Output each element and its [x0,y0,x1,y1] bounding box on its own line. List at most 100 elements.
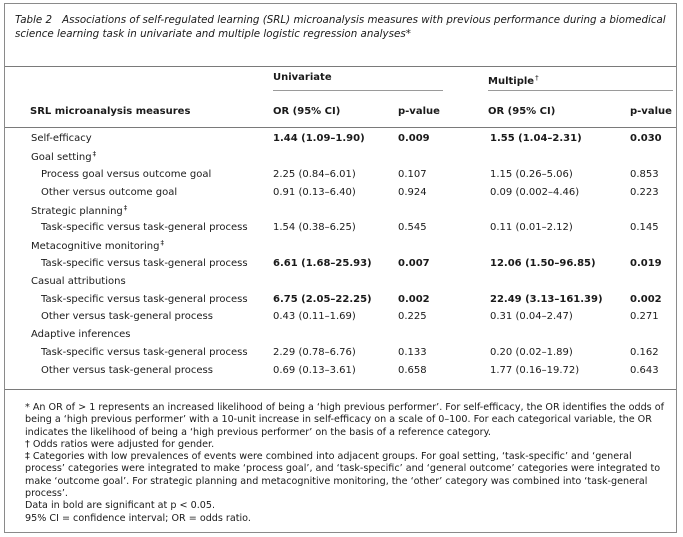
p-univariate-cell: 0.002 [398,293,430,305]
measure-label-text: Other versus outcome goal [41,186,178,198]
table-caption: Table 2 Associations of self-regulated le… [15,13,670,41]
p-multiple-cell [630,326,676,344]
table-row: Other versus outcome goal 0.91 (0.13–6.40… [5,183,676,201]
or-univariate-cell: 2.29 (0.78–6.76) [273,346,356,358]
measure-label-text: Self-efficacy [31,133,92,145]
measure-label: Metacognitive monitoring‡ [5,237,273,255]
measure-subitem-label: Other versus outcome goal [5,183,273,201]
or-univariate-cell: 6.61 (1.68–25.93) [273,257,372,269]
or-multiple-cell [490,148,630,166]
header-univariate: Univariate [273,72,332,83]
measure-label: Casual attributions [5,272,273,290]
p-multiple-cell: 0.019 [630,257,662,269]
p-multiple-cell [630,201,676,219]
footnote: ‡ Categories with low prevalences of eve… [25,451,661,500]
p-multiple-cell: 0.271 [630,311,659,323]
or-multiple-cell [490,326,630,344]
or-univariate-cell [273,148,398,166]
measure-subitem-label: Task-specific versus task-general proces… [5,344,273,362]
header-p-multiple: p-value [630,106,672,117]
p-univariate-cell: 0.225 [398,311,427,323]
table-row: Task-specific versus task-general proces… [5,255,676,273]
multiple-underline [488,90,673,91]
or-univariate-cell: 6.75 (2.05–22.25) [273,293,372,305]
p-multiple-cell [630,148,676,166]
p-multiple-cell: 0.030 [630,133,662,145]
measure-label: Strategic planning‡ [5,201,273,219]
table-row: Other versus task-general process 0.43 (0… [5,308,676,326]
measure-label-text: Task-specific versus task-general proces… [41,346,248,358]
header-measures: SRL microanalysis measures [30,106,191,117]
header-or-univariate: OR (95% CI) [273,106,341,117]
table-row: Goal setting‡ [5,148,676,166]
p-multiple-cell: 0.002 [630,293,662,305]
p-univariate-cell [398,272,490,290]
p-univariate-cell [398,201,490,219]
footnote: † Odds ratios were adjusted for gender. [25,438,215,450]
or-univariate-cell: 0.69 (0.13–3.61) [273,364,356,376]
p-univariate-cell: 0.545 [398,222,427,234]
table-label: Table 2 [15,14,53,26]
or-univariate-cell: 2.25 (0.84–6.01) [273,168,356,180]
p-univariate-cell [398,237,490,255]
p-univariate-cell: 0.009 [398,133,430,145]
p-multiple-cell: 0.853 [630,168,659,180]
table-row: Task-specific versus task-general proces… [5,219,676,237]
or-univariate-cell: 1.44 (1.09–1.90) [273,133,365,145]
p-multiple-cell: 0.162 [630,346,659,358]
p-univariate-cell: 0.658 [398,364,427,376]
measure-subitem-label: Other versus task-general process [5,308,273,326]
measure-label-text: Casual attributions [31,275,126,287]
or-multiple-cell: 1.55 (1.04–2.31) [490,133,582,145]
measure-label-text: Adaptive inferences [31,329,131,341]
footnote-mark: ‡ [160,239,164,248]
footnote: Data in bold are significant at p < 0.05… [25,500,215,512]
measure-label-text: Goal setting [31,152,92,164]
footnote: * An OR of > 1 represents an increased l… [25,402,664,438]
table-row: Task-specific versus task-general proces… [5,344,676,362]
p-multiple-cell: 0.145 [630,222,659,234]
measure-subitem-label: Process goal versus outcome goal [5,166,273,184]
or-multiple-cell: 0.31 (0.04–2.47) [490,311,573,323]
or-univariate-cell [273,237,398,255]
header-multiple-label: Multiple [488,76,535,87]
p-multiple-cell: 0.223 [630,186,659,198]
header-p-univariate: p-value [398,106,440,117]
measure-label-text: Metacognitive monitoring [31,241,160,253]
top-rule [5,66,676,67]
p-univariate-cell: 0.107 [398,168,427,180]
p-multiple-cell [630,237,676,255]
or-univariate-cell [273,201,398,219]
measure-subitem-label: Task-specific versus task-general proces… [5,290,273,308]
or-multiple-cell [490,237,630,255]
or-univariate-cell [273,272,398,290]
table-row: Metacognitive monitoring‡ [5,237,676,255]
p-univariate-cell: 0.133 [398,346,427,358]
p-multiple-cell [630,272,676,290]
measure-label-text: Other versus task-general process [41,364,213,376]
footnotes: * An OR of > 1 represents an increased l… [25,402,665,525]
or-multiple-cell: 0.20 (0.02–1.89) [490,346,573,358]
measure-label-text: Strategic planning [31,205,123,217]
table-row: Other versus task-general process 0.69 (0… [5,361,676,379]
p-univariate-cell: 0.007 [398,257,430,269]
measure-subitem-label: Other versus task-general process [5,361,273,379]
header-rule [5,127,676,128]
footnote: 95% CI = confidence interval; OR = odds … [25,512,251,524]
measure-label: Self-efficacy [5,130,273,148]
table-row: Process goal versus outcome goal 2.25 (0.… [5,166,676,184]
table-row: Self-efficacy 1.44 (1.09–1.90) 0.009 1.55 (… [5,130,676,148]
measure-label-text: Task-specific versus task-general proces… [41,293,248,305]
table-frame: Table 2 Associations of self-regulated le… [4,3,677,533]
univariate-underline [273,90,443,91]
header-or-multiple: OR (95% CI) [488,106,556,117]
measure-label-text: Task-specific versus task-general proces… [41,257,248,269]
bottom-rule [5,389,676,390]
p-univariate-cell [398,326,490,344]
measure-label: Adaptive inferences [5,326,273,344]
header-multiple-mark: † [535,74,539,82]
table-row: Casual attributions [5,272,676,290]
or-multiple-cell [490,272,630,290]
or-multiple-cell: 1.77 (0.16–19.72) [490,364,580,376]
footnote-mark: ‡ [92,150,97,159]
